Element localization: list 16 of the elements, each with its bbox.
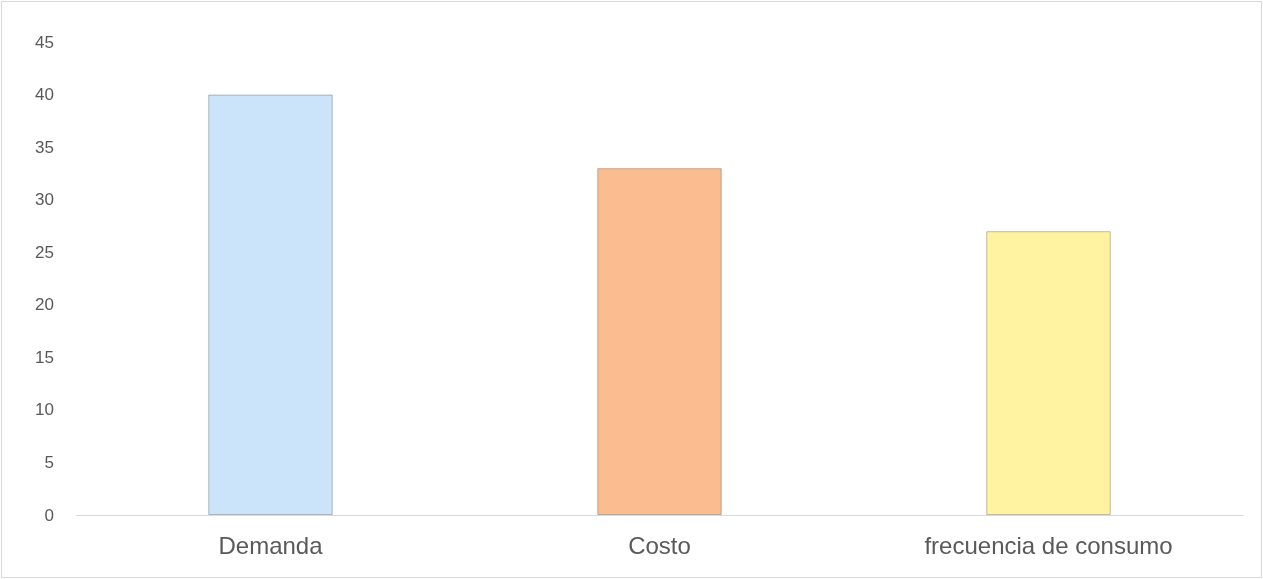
y-tick-label: 30: [35, 190, 54, 210]
bar: [597, 168, 722, 515]
y-tick-label: 5: [44, 452, 54, 472]
y-tick-label: 10: [35, 400, 54, 420]
y-tick-label: 15: [35, 347, 54, 367]
bar: [208, 94, 333, 515]
y-tick-label: 25: [35, 242, 54, 262]
x-tick-label: Demanda: [218, 531, 324, 559]
y-tick-label: 20: [35, 295, 54, 315]
y-tick-label: 0: [44, 505, 54, 525]
x-tick-label: Costo: [628, 531, 691, 559]
y-tick-label: 40: [35, 85, 54, 105]
y-tick-label: 35: [35, 137, 54, 157]
x-tick-label: frecuencia de consumo: [924, 531, 1173, 559]
y-tick-label: 45: [35, 32, 54, 52]
bar: [986, 231, 1111, 515]
